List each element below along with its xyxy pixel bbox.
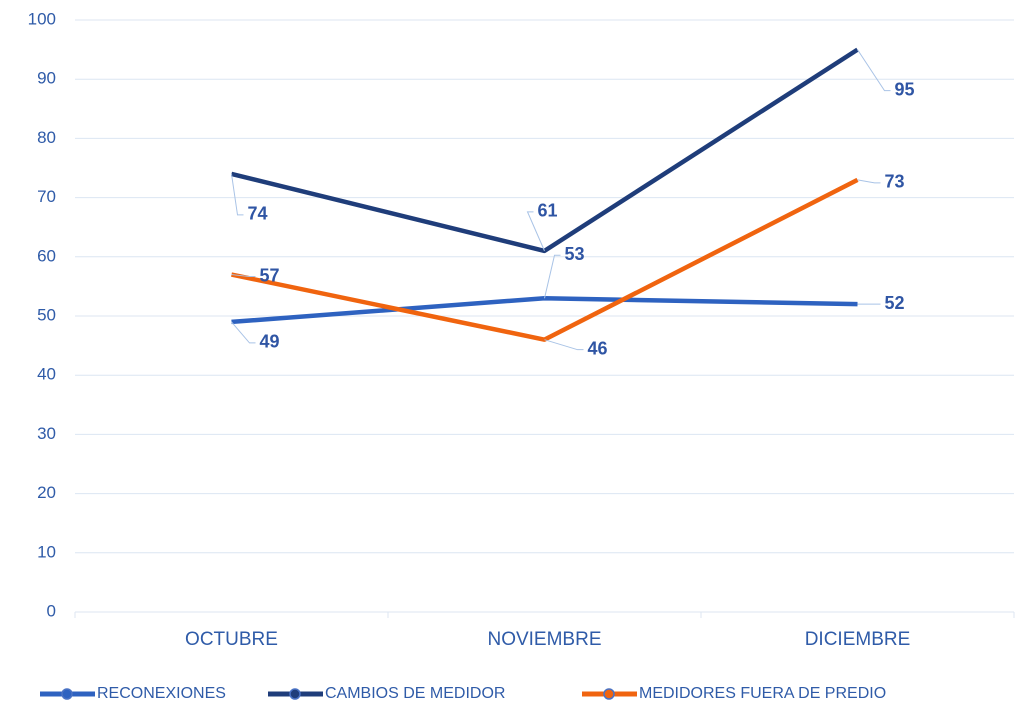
series-line [231, 295, 858, 325]
y-tick-label: 50 [37, 305, 56, 324]
legend-marker [289, 688, 301, 700]
leader-line [857, 49, 891, 92]
y-tick-label: 0 [47, 601, 56, 620]
legend-marker [603, 688, 615, 700]
y-tick-label: 70 [37, 187, 56, 206]
y-tick-label: 60 [37, 246, 56, 265]
y-tick-label: 80 [37, 128, 56, 147]
data-label: 74 [247, 204, 267, 224]
y-tick-label: 100 [28, 9, 56, 28]
data-label: 46 [587, 338, 607, 358]
data-label: 53 [564, 244, 584, 264]
legend-label: CAMBIOS DE MEDIDOR [325, 685, 505, 702]
y-tick-label: 30 [37, 424, 56, 443]
data-label: 95 [894, 79, 914, 99]
x-tick-label: DICIEMBRE [805, 629, 911, 650]
leader-line [231, 321, 256, 344]
leader-line [857, 179, 881, 184]
y-tick-label: 40 [37, 365, 56, 384]
data-label: 73 [884, 172, 904, 192]
series-line [230, 47, 859, 254]
data-label: 57 [259, 265, 279, 285]
leader-line [231, 274, 256, 278]
y-tick-label: 20 [37, 483, 56, 502]
legend-marker [61, 688, 73, 700]
leader-line [544, 254, 561, 299]
legend-label: RECONEXIONES [97, 685, 226, 702]
data-label: 49 [259, 332, 279, 352]
legend-label: MEDIDORES FUERA DE PREDIO [639, 685, 886, 702]
x-tick-label: OCTUBRE [185, 629, 278, 650]
y-tick-label: 10 [37, 542, 56, 561]
data-label: 61 [537, 201, 557, 221]
y-tick-label: 90 [37, 69, 56, 88]
x-tick-label: NOVIEMBRE [487, 629, 601, 650]
leader-line [526, 211, 545, 252]
leader-line [231, 173, 244, 216]
leader-line [544, 339, 584, 351]
data-label: 52 [884, 293, 904, 313]
